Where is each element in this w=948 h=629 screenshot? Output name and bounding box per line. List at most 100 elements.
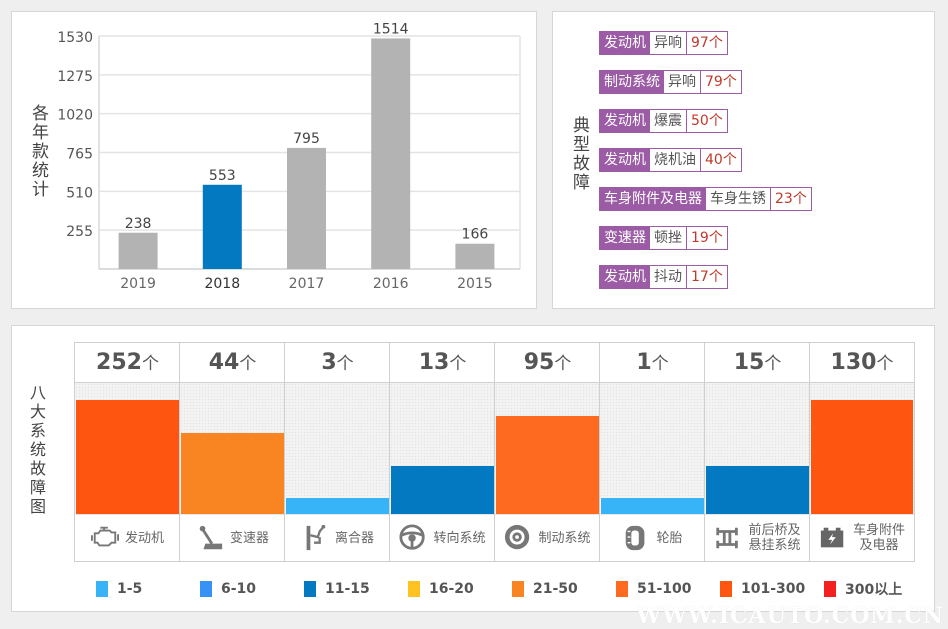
legend-swatch [408,581,420,597]
battery-icon [820,527,844,548]
category-label-line: 前后桥及 [748,523,801,538]
data-label: 44 [208,350,240,375]
y-tick-label: 1530 [57,30,93,46]
data-label: 238 [125,216,152,232]
system-label: 车身附件 及电器 [810,514,914,561]
legend-label: 21-50 [533,581,578,597]
system-column: 252个发动机 [74,342,180,562]
yearly-stats-label: 各年款统计 [28,104,48,199]
brake-disc-icon [505,524,530,550]
fault-item: 变速器 顿挫 19个 [599,226,728,250]
fault-system: 发动机 [600,110,650,132]
data-label: 95 [523,350,555,375]
yearly-stats-panel: 各年款统计 255 510 765 1020 1275 1530 238 2019 553 201… [11,11,537,309]
fault-system: 发动机 [600,266,650,288]
data-label: 15 [733,350,765,375]
yearly-bar-chart: 255 510 765 1020 1275 1530 238 2019 553 2018 795 20… [57,21,521,292]
system-column: 130个车身附件 及电器 [809,342,915,562]
fault-count: 50个 [691,113,723,129]
legend-swatch [96,581,108,597]
fault-item: 车身附件及电器 车身生锈 23个 [599,187,812,211]
x-tick-label: 2018 [204,276,240,292]
legend-swatch [616,581,628,597]
fault-count: 40个 [705,152,737,168]
system-plot-area [705,383,810,514]
data-label: 1514 [373,21,409,37]
fault-symptom: 车身生锈 [706,188,771,210]
system-count: 44个 [180,343,285,383]
data-label: 795 [293,131,320,147]
legend-label: 101-300 [741,581,806,597]
category-label-line: 制动系统 [538,530,591,546]
system-count: 1个 [600,343,705,383]
x-tick-label: 2019 [120,276,156,292]
legend-item: 6-10 [200,579,304,599]
fault-count: 23个 [775,191,807,207]
legend-swatch [720,581,732,597]
data-label: 166 [462,227,489,243]
fault-count: 97个 [691,35,723,51]
legend-label: 51-100 [637,581,692,597]
gear-shift-icon [199,525,223,550]
system-label: 离合器 [285,514,390,561]
system-column: 13个 转向系统 [389,342,495,562]
bar-2015 [455,243,495,269]
legend-item: 11-15 [304,579,408,599]
category-label: 离合器 [335,531,374,546]
system-label: 变速器 [180,514,285,561]
unit-label: 个 [554,354,572,374]
category-label: 轮胎 [656,531,682,546]
system-count: 15个 [705,343,810,383]
bar-battery [811,400,913,514]
legend-label: 11-15 [325,581,370,597]
fault-symptom: 爆震 [650,110,687,132]
bar-engine [76,400,179,514]
category-label-line: 变速器 [229,530,269,546]
bar-axle-suspension [706,465,809,514]
bar-tire [601,498,704,514]
legend-swatch [304,581,316,597]
legend-swatch [824,581,836,597]
y-tick-label: 1275 [57,69,93,85]
unit-label: 个 [764,354,782,374]
system-count: 3个 [285,343,390,383]
fault-symptom: 抖动 [650,266,687,288]
system-column: 44个变速器 [179,342,285,562]
system-column: 3个离合器 [284,342,390,562]
y-tick-label: 255 [66,224,93,240]
bar-brake-disc [496,415,599,514]
data-label: 3 [321,350,337,375]
typical-faults-panel: 典型故障 发动机 异响 97个 制动系统 异响 79个 发动机 爆震 50个 发动机 烧机油 40个车… [552,11,935,309]
legend-item: 1-5 [96,579,200,599]
system-label: 制动系统 [495,514,600,561]
x-tick-label: 2016 [373,276,409,292]
data-label: 130 [830,350,877,375]
fault-count: 19个 [691,230,723,246]
fault-symptom: 烧机油 [650,149,701,171]
legend-label: 16-20 [429,581,474,597]
system-plot-area [180,383,285,514]
fault-system: 变速器 [600,227,650,249]
clutch-icon [306,524,326,551]
unit-label: 个 [336,354,354,374]
unit-label: 个 [449,354,467,374]
system-plot-area [810,383,914,514]
axle-suspension-icon [716,527,739,549]
category-label-line: 发动机 [124,530,164,546]
bar-2016 [371,38,411,269]
fault-count: 17个 [691,269,723,285]
legend-item: 16-20 [408,579,512,599]
fault-system: 制动系统 [600,71,664,93]
unit-label: 个 [239,354,257,374]
system-plot-area [390,383,495,514]
system-count: 252个 [75,343,180,383]
bar-2019 [118,232,158,269]
fault-item: 发动机 烧机油 40个 [599,148,742,172]
legend-item: 51-100 [616,579,720,599]
eight-systems-panel: 八大系统故障图 252个 发动机 44个 变速器 3个 离合器 13个 转向系统 95个 制动系统… [11,325,935,612]
fault-symptom: 顿挫 [650,227,687,249]
unit-label: 个 [876,354,894,374]
system-column: 15个 前后桥及 悬挂系统 [704,342,810,562]
fault-item: 发动机 异响 97个 [599,31,728,55]
steering-wheel-icon [399,524,426,550]
